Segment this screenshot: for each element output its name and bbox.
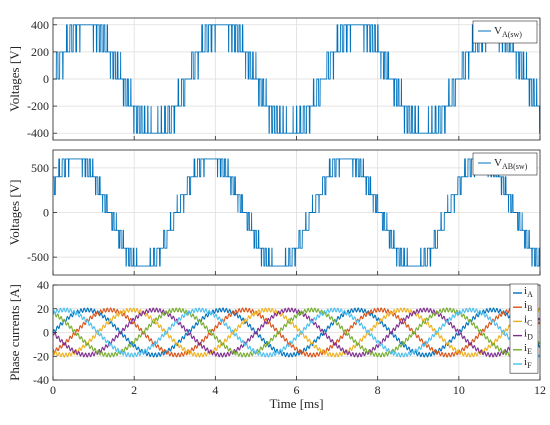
y-tick-label: 500 (31, 161, 49, 175)
y-tick-label: 400 (31, 18, 49, 32)
legend: VAB(sw) (472, 152, 538, 176)
series-line-VA(sw) (53, 24, 541, 134)
legend-box (472, 152, 538, 176)
y-axis-label: Voltages [V] (7, 46, 22, 112)
legend: VA(sw) (472, 20, 538, 44)
chart-panel-2: -500 0 500 Voltages [V] VAB(sw) (7, 149, 541, 276)
legend-entry: VA(sw) (494, 25, 522, 39)
x-tick-label: 0 (50, 383, 56, 397)
legend-box (509, 283, 539, 374)
y-tick-label: -20 (33, 349, 49, 363)
x-tick-label: 4 (212, 383, 218, 397)
x-tick-label: 8 (375, 383, 381, 397)
y-tick-label: 0 (43, 72, 49, 86)
y-tick-label: 0 (43, 326, 49, 340)
legend-entry: iC (524, 313, 532, 327)
x-axis-label: Time [ms] (269, 396, 323, 411)
legend-entry: iF (524, 356, 532, 370)
y-tick-label: 0 (43, 206, 49, 220)
y-tick-label: 20 (37, 302, 49, 316)
x-tick-label: 6 (294, 383, 300, 397)
series-line-VAB(sw) (53, 158, 541, 267)
x-tick-label: 12 (534, 383, 546, 397)
x-tick-label: 2 (131, 383, 137, 397)
series-line-iC (52, 307, 541, 358)
legend-entry: iD (524, 328, 533, 342)
chart-panel-1: -400 -200 0 200 400 Voltages [V] VA(sw) (7, 17, 541, 141)
y-tick-label: 40 (37, 278, 49, 292)
legend-entry: VAB(sw) (494, 157, 528, 171)
legend-box (472, 20, 538, 44)
legend-entry: iE (524, 342, 532, 356)
y-axis-label: Phase currents [A] (7, 284, 22, 381)
y-tick-label: 200 (31, 45, 49, 59)
y-tick-label: -400 (27, 126, 49, 140)
series-line-iD (52, 307, 541, 358)
y-tick-label: -40 (33, 373, 49, 387)
y-tick-label: -500 (27, 250, 49, 264)
chart-panel-3: -40 -20 0 20 40 0 2 4 6 8 10 12 Time [ms] Phase curre… (7, 278, 546, 411)
legend-entry: iA (524, 285, 533, 299)
series-line-iF (52, 307, 541, 358)
x-tick-label: 10 (453, 383, 465, 397)
y-tick-label: -200 (27, 99, 49, 113)
y-axis-label: Voltages [V] (7, 180, 22, 246)
legend-entry: iB (524, 299, 532, 313)
